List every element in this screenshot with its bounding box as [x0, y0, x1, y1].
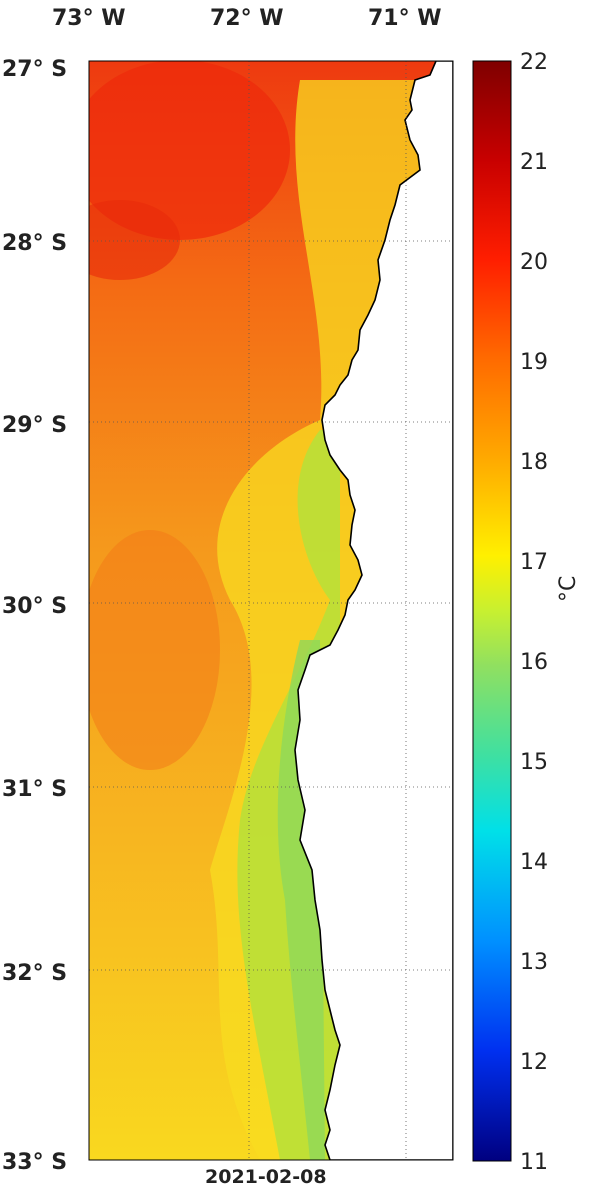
colorbar-tick: 12 — [520, 1050, 548, 1075]
lat-label-33s: 33° S — [2, 1150, 68, 1175]
map-area — [89, 61, 453, 1160]
lat-label-30s: 30° S — [2, 594, 68, 619]
lon-label-71w: 71° W — [368, 6, 442, 31]
warm-water-patch — [89, 530, 220, 770]
colorbar-tick: 18 — [520, 450, 548, 475]
colorbar-tick: 22 — [520, 50, 548, 75]
colorbar-tick: 20 — [520, 250, 548, 275]
lat-label-31s: 31° S — [2, 777, 68, 802]
colorbar-tick: 19 — [520, 350, 548, 375]
lat-label-32s: 32° S — [2, 961, 68, 986]
colorbar-tick: 17 — [520, 550, 548, 575]
date-label: 2021-02-08 — [205, 1166, 327, 1188]
warm-water-patch — [89, 61, 290, 240]
colorbar-tick: 16 — [520, 650, 548, 675]
colorbar-tick: 21 — [520, 150, 548, 175]
colorbar-unit-label: °C — [556, 575, 581, 602]
lon-label-73w: 73° W — [52, 6, 126, 31]
colorbar-tick: 15 — [520, 750, 548, 775]
colorbar-tick: 14 — [520, 850, 548, 875]
map-frame — [88, 60, 454, 1161]
colorbar — [472, 60, 512, 1162]
lat-label-28s: 28° S — [2, 231, 68, 256]
lat-label-27s: 27° S — [2, 57, 68, 82]
lat-label-29s: 29° S — [2, 413, 68, 438]
warm-water-patch — [89, 200, 180, 280]
coastline-land — [294, 61, 453, 1160]
lon-label-72w: 72° W — [210, 6, 284, 31]
colorbar-tick: 13 — [520, 950, 548, 975]
colorbar-tick: 11 — [520, 1150, 548, 1175]
grid-lines — [89, 61, 453, 1160]
